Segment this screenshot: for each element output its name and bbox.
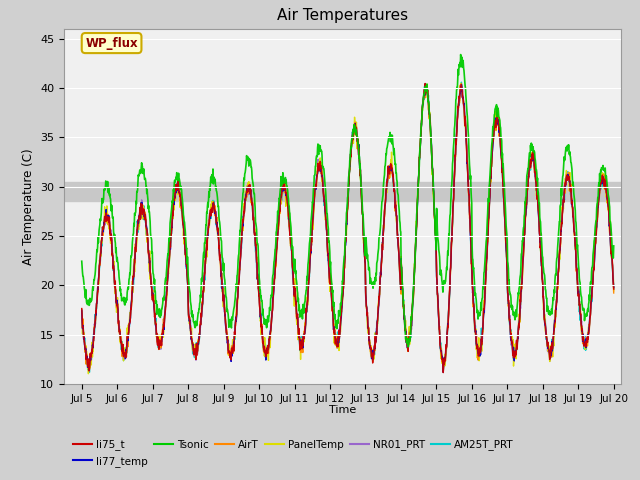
Title: Air Temperatures: Air Temperatures — [277, 9, 408, 24]
X-axis label: Time: Time — [329, 405, 356, 415]
Y-axis label: Air Temperature (C): Air Temperature (C) — [22, 148, 35, 264]
Legend: li75_t, li77_temp, Tsonic, AirT, PanelTemp, NR01_PRT, AM25T_PRT: li75_t, li77_temp, Tsonic, AirT, PanelTe… — [69, 435, 518, 471]
Text: WP_flux: WP_flux — [85, 36, 138, 49]
Bar — [64, 182, 621, 202]
